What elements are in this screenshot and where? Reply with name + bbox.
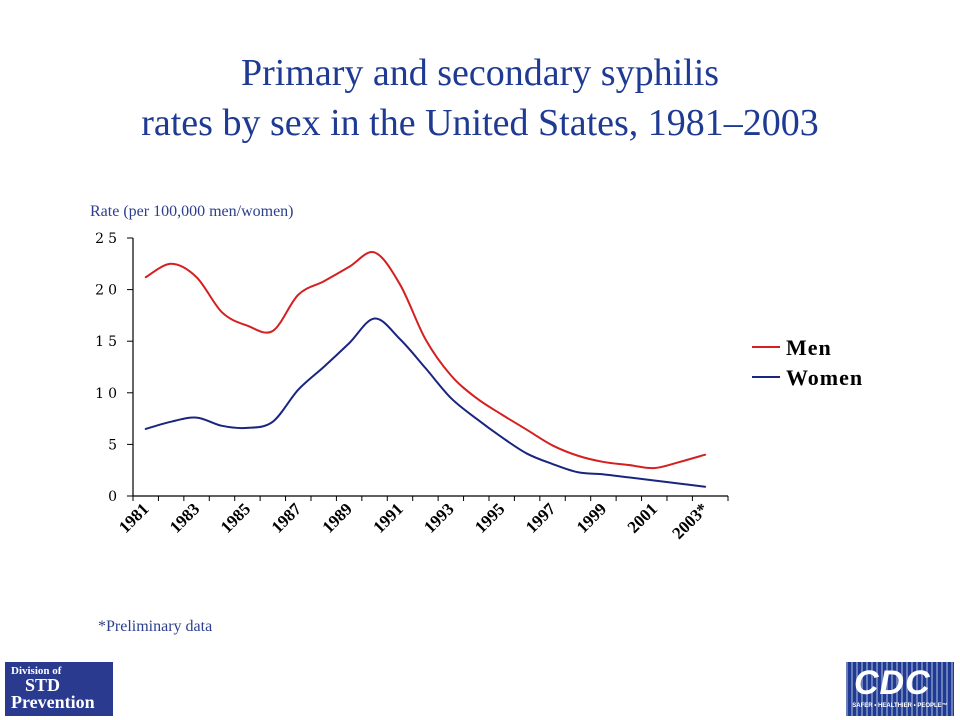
legend-label-women: Women bbox=[786, 365, 863, 390]
series-line-men bbox=[144, 251, 707, 470]
x-tick-label: 1999 bbox=[573, 499, 610, 536]
std-division-logo: Division of STD Prevention bbox=[5, 662, 113, 716]
series-line-women bbox=[144, 317, 707, 488]
legend-label-men: Men bbox=[786, 335, 832, 360]
x-tick-label: 1991 bbox=[369, 499, 406, 536]
cdc-logo-text: CDC bbox=[854, 664, 931, 702]
x-tick-label: 1989 bbox=[318, 499, 355, 536]
footnote: *Preliminary data bbox=[98, 618, 213, 635]
cdc-logo-stripes bbox=[846, 662, 954, 716]
y-tick-label: 15 bbox=[95, 334, 121, 350]
cdc-logo-tagline: SAFER • HEALTHIER • PEOPLE™ bbox=[852, 703, 948, 709]
y-tick-label: 5 bbox=[108, 437, 121, 453]
y-tick-label: 0 bbox=[108, 489, 121, 505]
x-tick-label: 1981 bbox=[115, 499, 152, 536]
x-tick-label: 1993 bbox=[420, 499, 457, 536]
y-tick-label: 25 bbox=[95, 231, 121, 247]
chart-title-line-1: Primary and secondary syphilis bbox=[240, 52, 720, 94]
std-logo-line-3: Prevention bbox=[11, 692, 95, 712]
chart-title: Primary and secondary syphilis rates by … bbox=[0, 48, 960, 148]
x-tick-label: 1985 bbox=[217, 499, 254, 536]
x-tick-label: 1997 bbox=[522, 499, 560, 537]
std-logo-line-2: STD bbox=[25, 675, 61, 695]
y-axis-label: Rate (per 100,000 men/women) bbox=[90, 203, 294, 220]
y-tick-label: 20 bbox=[95, 283, 121, 299]
x-tick-label: 1995 bbox=[471, 499, 508, 536]
x-tick-label: 1987 bbox=[268, 499, 306, 537]
x-tick-label: 1983 bbox=[166, 499, 203, 536]
x-tick-label: 2001 bbox=[624, 499, 661, 536]
y-tick-label: 10 bbox=[95, 386, 121, 402]
x-tick-label: 2003* bbox=[668, 499, 711, 542]
chart-title-line-2: rates by sex in the United States, 1981–… bbox=[141, 102, 819, 144]
cdc-logo: CDC SAFER • HEALTHIER • PEOPLE™ bbox=[846, 662, 954, 716]
std-logo-line-1: Division of bbox=[11, 665, 62, 677]
